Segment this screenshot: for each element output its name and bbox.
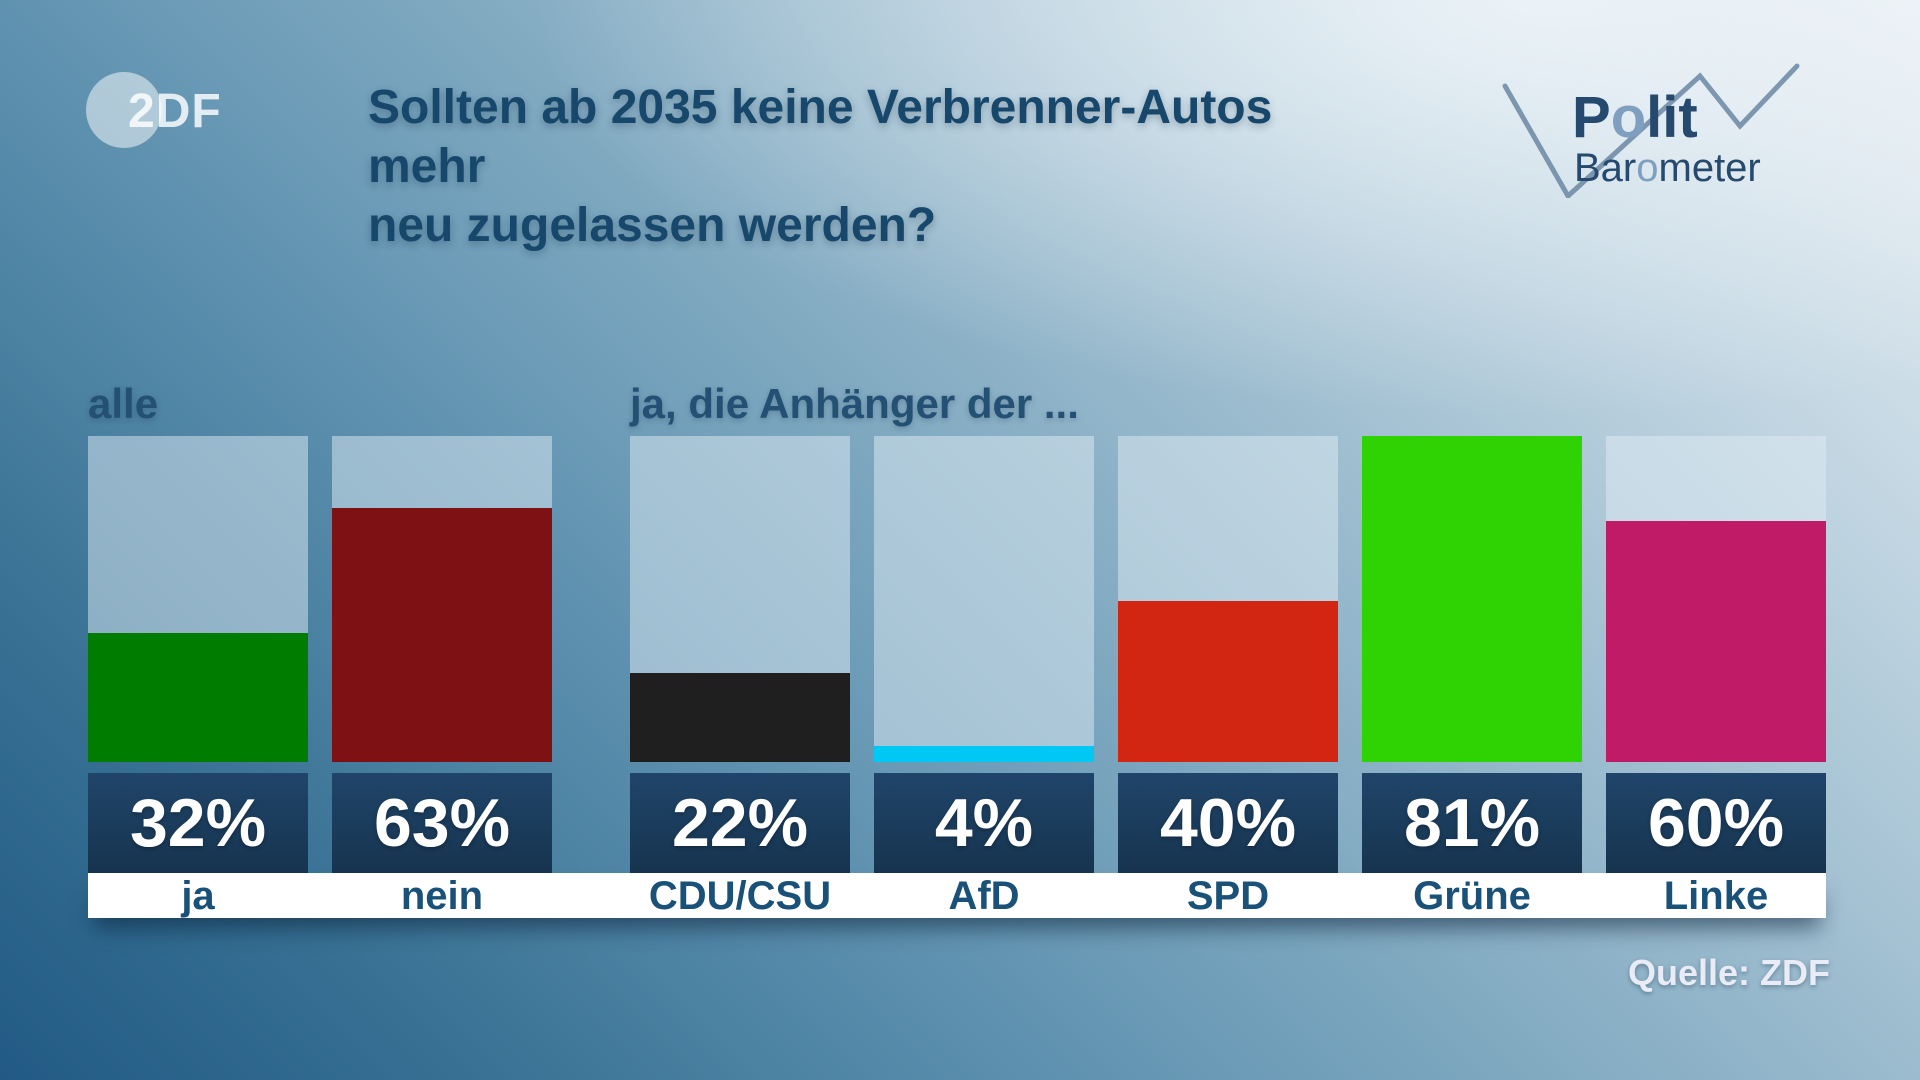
bar-column-nein — [332, 436, 552, 762]
category-label-cdu-csu: CDU/CSU — [648, 874, 832, 918]
bar-fill-cdu-csu — [630, 673, 850, 762]
zdf-logo: 2DF — [86, 70, 266, 160]
page-title: Sollten ab 2035 keine Verbrenner-Autos m… — [368, 78, 1328, 255]
bar-fill-spd — [1118, 601, 1338, 762]
value-badge-linke: 60% — [1606, 773, 1826, 873]
zdf-circle-icon — [86, 72, 162, 148]
polit-wordmark: Polit — [1572, 84, 1698, 151]
barometer-wordmark: Barometer — [1574, 146, 1761, 191]
category-label-linke: Linke — [1663, 874, 1769, 918]
baro-o: o — [1636, 146, 1659, 190]
bar-fill-afd — [874, 746, 1094, 762]
bar-fill-grüne — [1362, 436, 1582, 762]
value-badge-ja: 32% — [88, 773, 308, 873]
value-badge-afd: 4% — [874, 773, 1094, 873]
category-label-spd: SPD — [1186, 874, 1270, 918]
bar-column-spd — [1118, 436, 1338, 762]
zdf-logo-text: 2DF — [128, 85, 222, 138]
value-badge-cdu-csu: 22% — [630, 773, 850, 873]
value-badge-nein: 63% — [332, 773, 552, 873]
polit-rest: lit — [1646, 85, 1698, 150]
bar-column-afd — [874, 436, 1094, 762]
source-note: Quelle: ZDF — [1627, 952, 1830, 993]
category-label-ja: ja — [181, 874, 215, 918]
bar-column-grüne — [1362, 436, 1582, 762]
value-badge-spd: 40% — [1118, 773, 1338, 873]
category-label-nein: nein — [400, 874, 484, 918]
bar-column-cdu-csu — [630, 436, 850, 762]
page-title-line2: neu zugelassen werden? — [368, 199, 937, 252]
politbarometer-logo: Polit Barometer — [1490, 48, 1830, 198]
bar-fill-linke — [1606, 521, 1826, 762]
bar-column-ja — [88, 436, 308, 762]
page-title-line1: Sollten ab 2035 keine Verbrenner-Autos m… — [368, 81, 1273, 193]
category-label-band — [88, 873, 1826, 918]
value-badge-grüne: 81% — [1362, 773, 1582, 873]
bar-fill-ja — [88, 633, 308, 762]
category-label-grüne: Grüne — [1413, 874, 1531, 918]
group-label-ja-die-anhänger-der-: ja, die Anhänger der ... — [630, 380, 1079, 427]
polit-o: o — [1610, 85, 1647, 150]
baro-pre: Bar — [1574, 146, 1637, 190]
group-label-alle: alle — [88, 380, 159, 427]
bar-column-linke — [1606, 436, 1826, 762]
baro-rest: meter — [1658, 146, 1761, 190]
politbarometer-zigzag-icon — [1502, 63, 1800, 198]
polit-pre: P — [1572, 85, 1611, 150]
bar-fill-nein — [332, 508, 552, 762]
category-label-afd: AfD — [948, 874, 1020, 918]
